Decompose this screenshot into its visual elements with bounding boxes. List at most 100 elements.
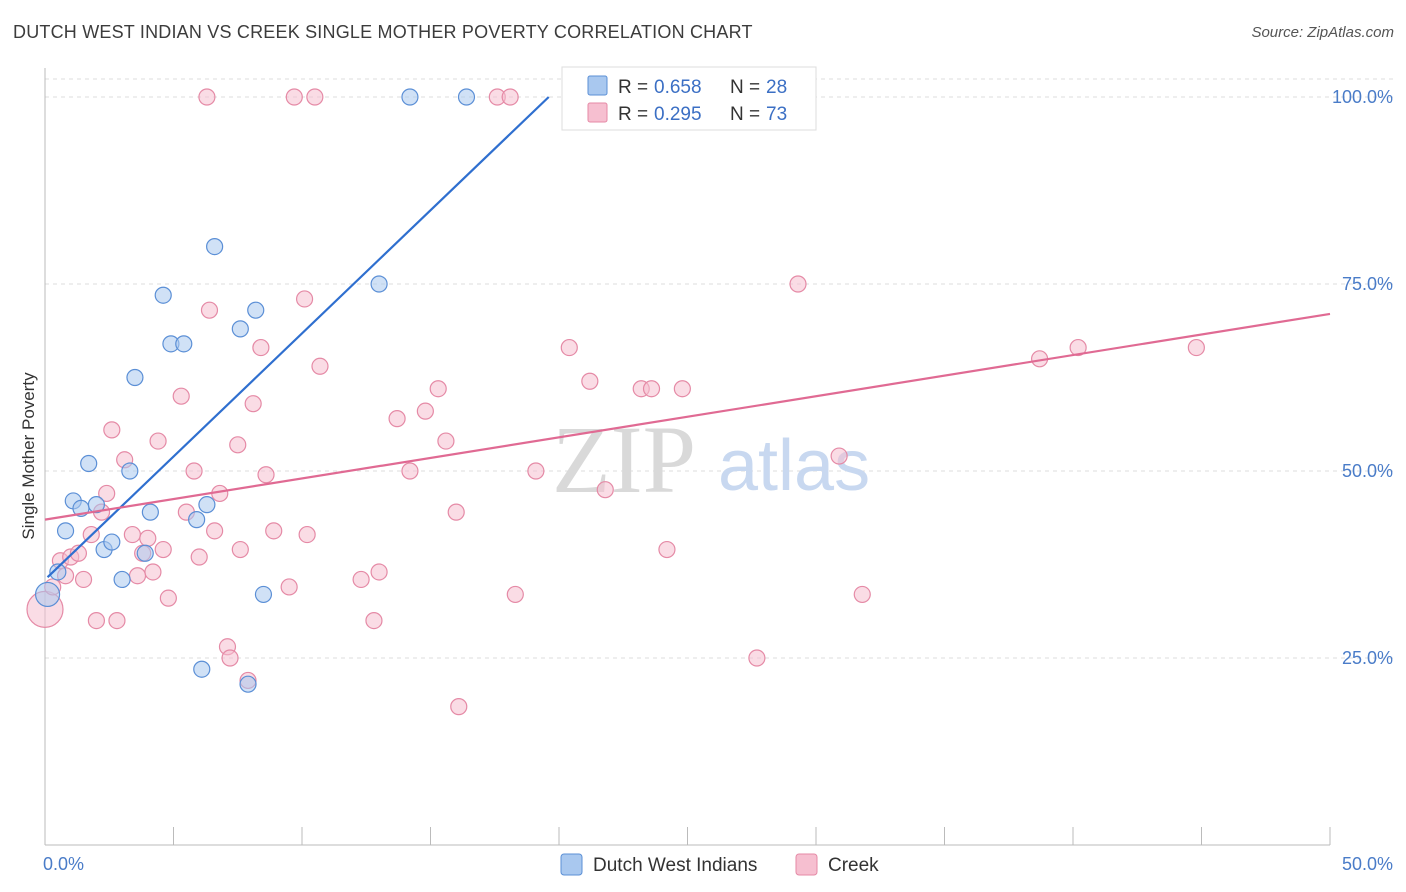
watermark-zip: ZIP — [552, 406, 696, 513]
legend-label-creek: Creek — [828, 855, 879, 876]
data-point — [1069, 338, 1087, 357]
data-point — [596, 481, 614, 499]
data-point — [221, 649, 239, 667]
data-point — [141, 503, 159, 521]
data-point — [206, 238, 224, 256]
data-point — [244, 395, 262, 413]
legend-n-value: 28 — [766, 77, 787, 98]
data-point — [306, 88, 324, 106]
trendline — [44, 312, 1331, 521]
y-axis-title: Single Mother Poverty — [19, 372, 38, 540]
data-point — [642, 380, 661, 398]
chart-title: DUTCH WEST INDIAN VS CREEK SINGLE MOTHER… — [13, 22, 753, 42]
data-point — [370, 563, 388, 581]
data-point — [200, 301, 219, 319]
data-point — [506, 585, 524, 604]
data-point — [252, 338, 270, 357]
data-point — [388, 410, 406, 428]
creek-points — [26, 88, 1205, 716]
data-point — [128, 567, 147, 585]
legend-label-dutch-west-indians: Dutch West Indians — [593, 855, 757, 876]
data-point — [149, 432, 167, 450]
data-point — [352, 570, 370, 589]
data-point — [457, 88, 476, 106]
source-label: Source: ZipAtlas.com — [1251, 24, 1394, 41]
data-point — [789, 275, 807, 293]
legend-r-label: R = — [618, 104, 648, 125]
data-point — [98, 484, 116, 503]
dutch-west-indians-points — [34, 88, 476, 693]
data-point — [401, 88, 419, 106]
data-point — [748, 649, 766, 667]
data-point — [830, 447, 848, 465]
trendlines — [44, 96, 1331, 579]
data-point — [295, 290, 314, 308]
data-point — [193, 660, 211, 678]
y-tick-label: 100.0% — [1332, 87, 1393, 107]
legend-r-value: 0.295 — [654, 104, 702, 125]
legend-r-label: R = — [618, 77, 648, 98]
data-point — [144, 563, 162, 581]
data-point — [247, 301, 265, 319]
trendline — [46, 96, 550, 579]
x-tick-label: 0.0% — [43, 854, 84, 874]
data-point — [188, 511, 206, 529]
data-point — [198, 496, 216, 514]
data-point — [560, 338, 578, 357]
data-point — [447, 503, 465, 521]
correlation-legend: R = 0.658 N = 28 R = 0.295 N = 73 — [561, 66, 817, 131]
data-point — [139, 529, 157, 547]
data-point — [1187, 338, 1205, 357]
y-tick-label: 50.0% — [1342, 461, 1393, 481]
legend-r-value: 0.658 — [654, 77, 702, 98]
data-point — [198, 88, 216, 106]
series-legend: Dutch West Indians Creek — [560, 853, 879, 876]
data-point — [69, 544, 88, 562]
data-point — [501, 88, 519, 106]
watermark: ZIP atlas — [552, 406, 870, 513]
y-tick-label: 25.0% — [1342, 648, 1393, 668]
y-tick-labels: 25.0% 50.0% 75.0% 100.0% — [1332, 87, 1393, 668]
x-tick-labels: 0.0% 50.0% — [43, 854, 1393, 874]
data-point — [154, 540, 172, 559]
data-point — [437, 432, 455, 450]
y-tick-label: 75.0% — [1342, 274, 1393, 294]
data-point — [159, 589, 177, 607]
data-point — [190, 548, 208, 566]
legend-swatch-creek — [795, 853, 818, 876]
legend-n-label: N = — [730, 104, 760, 125]
data-point — [206, 522, 224, 540]
legend-n-label: N = — [730, 77, 760, 98]
data-point — [87, 611, 106, 630]
data-point — [123, 525, 141, 544]
watermark-atlas: atlas — [718, 426, 870, 506]
data-point — [103, 421, 121, 439]
data-point — [108, 611, 126, 630]
data-point — [853, 585, 871, 604]
data-point — [56, 522, 75, 540]
data-point — [311, 357, 329, 375]
gridlines — [45, 78, 1395, 659]
data-point — [175, 335, 193, 353]
legend-swatch-blue — [587, 75, 608, 96]
data-point — [370, 275, 388, 293]
data-point — [229, 436, 247, 454]
data-point — [121, 462, 139, 480]
data-point — [285, 88, 303, 106]
data-point — [401, 462, 419, 480]
data-point — [673, 380, 691, 398]
data-point — [257, 466, 275, 484]
data-point — [527, 462, 545, 480]
data-point — [581, 372, 599, 390]
data-point — [231, 540, 249, 559]
data-point — [74, 570, 93, 589]
data-point — [254, 585, 273, 604]
data-point — [298, 525, 316, 544]
data-point — [239, 675, 257, 693]
data-point — [80, 454, 98, 473]
axes — [44, 68, 1331, 846]
data-point — [113, 570, 131, 589]
data-point — [429, 380, 447, 398]
data-point — [450, 698, 468, 716]
